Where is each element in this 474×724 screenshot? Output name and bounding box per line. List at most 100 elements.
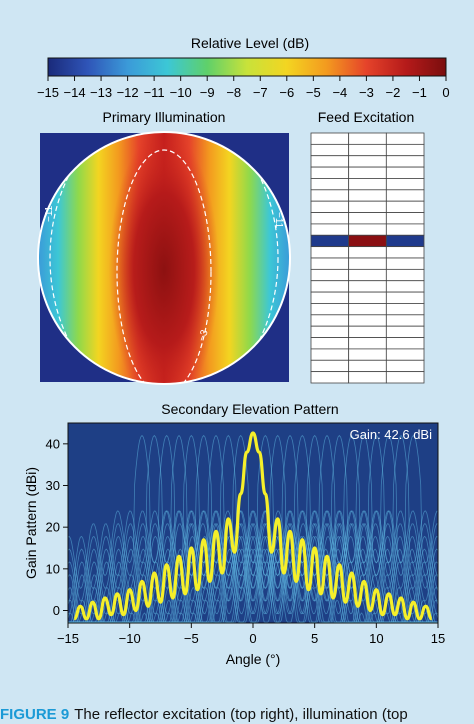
feed-cell [385, 371, 425, 384]
feed-cell [310, 143, 350, 157]
colorbar-tick-label: −11 [144, 85, 165, 100]
feed-cell [385, 314, 425, 327]
feed-cell [348, 200, 387, 213]
feed-cell [310, 132, 350, 145]
feed-cell [385, 337, 425, 350]
feed-cell [348, 359, 387, 373]
colorbar-tick-label: −7 [253, 85, 268, 100]
feed-cell [385, 143, 425, 157]
x-tick-label: 0 [249, 631, 256, 646]
feed-cell [385, 303, 425, 316]
feed-cell [385, 155, 425, 168]
y-tick-label: 0 [53, 603, 60, 618]
feed-cell [348, 132, 387, 145]
feed-cell [385, 280, 425, 293]
x-tick-label: 5 [311, 631, 318, 646]
feed-cell [348, 337, 387, 350]
feed-cell [310, 280, 350, 293]
x-tick-label: −5 [184, 631, 199, 646]
feed-cell [385, 212, 425, 225]
colorbar [47, 57, 447, 77]
feed-cell [348, 246, 387, 259]
y-tick-label: 20 [46, 520, 60, 535]
feed-cell [310, 291, 350, 304]
feed-cell-excited [310, 234, 350, 248]
y-tick-label: 30 [46, 478, 60, 493]
feed-cell [348, 348, 387, 361]
feed-cell [385, 132, 425, 145]
feed-cell [348, 155, 387, 168]
colorbar-tick-label: −3 [359, 85, 374, 100]
feed-cell [310, 257, 350, 270]
feed-cell [348, 303, 387, 316]
feed-cell [310, 223, 350, 236]
colorbar-tick-label: −15 [37, 85, 59, 100]
x-axis-label: Angle (°) [226, 651, 281, 667]
colorbar-title: Relative Level (dB) [191, 35, 309, 51]
y-tick-label: 40 [46, 436, 60, 451]
feed-cell [348, 314, 387, 327]
x-tick-label: 10 [369, 631, 383, 646]
feed-cell [385, 348, 425, 361]
feed-cell [310, 337, 350, 350]
x-tick-label: −15 [57, 631, 79, 646]
feed-cell [348, 143, 387, 157]
feed-cell [348, 166, 387, 179]
illumination-disc [38, 132, 290, 384]
pattern-title: Secondary Elevation Pattern [161, 401, 338, 417]
figure-caption: FIGURE 9 The reflector excitation (top ri… [0, 706, 474, 724]
background-beam [68, 434, 438, 623]
feed-cell [310, 200, 350, 213]
feed-cell [385, 325, 425, 338]
colorbar-tick-label: −14 [64, 85, 86, 100]
feed-cell [385, 178, 425, 191]
x-axis-ticks: −15 −10 −5 0 5 10 15 [57, 623, 445, 646]
colorbar-tick-label: −10 [170, 85, 192, 100]
gain-pattern-line [73, 431, 433, 621]
feed-cell [348, 189, 387, 202]
gain-annotation: Gain: 42.6 dBi [350, 427, 432, 442]
feed-cell [310, 359, 350, 373]
feed-cell [385, 200, 425, 213]
colorbar-tick-label: −9 [200, 85, 215, 100]
feed-cell-excited [348, 234, 387, 248]
feed-cell [385, 268, 425, 282]
feed-cell [310, 246, 350, 259]
colorbar-tick-label: −8 [226, 85, 241, 100]
feed-cell [385, 166, 425, 179]
main-beam-pattern [73, 431, 433, 621]
colorbar-tick-label: −5 [306, 85, 321, 100]
feed-cell [348, 325, 387, 338]
feed-cell [385, 291, 425, 304]
feed-excitation-title: Feed Excitation [318, 109, 415, 125]
feed-cell [385, 246, 425, 259]
feed-grid [310, 132, 425, 384]
feed-cell [348, 280, 387, 293]
primary-illumination-title: Primary Illumination [103, 109, 226, 125]
colorbar-tick-label: −4 [332, 85, 347, 100]
colorbar-tick-label: −6 [279, 85, 294, 100]
feed-cell [385, 257, 425, 270]
x-tick-label: −10 [119, 631, 141, 646]
background-beam [68, 434, 438, 623]
feed-cell [348, 178, 387, 191]
feed-cell [348, 268, 387, 282]
y-axis-ticks: 0 10 20 30 40 [46, 436, 68, 618]
feed-cell [348, 291, 387, 304]
figure-caption-label: FIGURE 9 [0, 706, 70, 723]
background-beam [68, 434, 438, 623]
contour-minus11 [49, 132, 279, 384]
y-tick-label: 10 [46, 561, 60, 576]
feed-cell [310, 371, 350, 384]
feed-cell [385, 223, 425, 236]
illumination-rim [37, 131, 291, 385]
feed-cell [310, 303, 350, 316]
feed-cell [310, 314, 350, 327]
feed-cell-excited [385, 234, 425, 248]
feed-cell [310, 155, 350, 168]
feed-cell [310, 348, 350, 361]
contour-label-center: −3 [196, 328, 210, 343]
feed-cell [310, 166, 350, 179]
feed-cell [385, 189, 425, 202]
contour-minus3 [116, 149, 212, 384]
